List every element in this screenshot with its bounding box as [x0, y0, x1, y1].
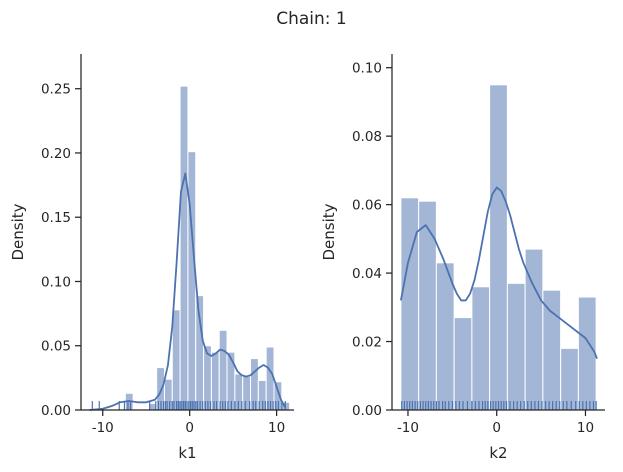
y-tick-label: 0.25 — [41, 82, 71, 98]
hist-bar — [265, 346, 275, 411]
y-tick-label: 0.06 — [352, 198, 382, 214]
kde-line — [89, 172, 287, 411]
hist-bar — [435, 262, 455, 411]
hist-bar — [218, 329, 228, 411]
hist-bar — [400, 197, 420, 411]
y-tick-label: 0.00 — [41, 403, 71, 419]
hist-bar — [187, 151, 197, 411]
x-tick-label: -10 — [92, 420, 114, 436]
y-tick-label: 0.08 — [352, 129, 382, 145]
y-tick-label: 0.05 — [41, 339, 71, 355]
hist-bar — [453, 317, 473, 411]
hist-bar — [560, 347, 579, 411]
x-tick-label: -10 — [397, 420, 419, 436]
x-tick-label: 10 — [268, 420, 285, 436]
x-tick-label: 0 — [492, 420, 501, 436]
y-tick-label: 0.02 — [352, 335, 382, 351]
kde-line — [399, 186, 598, 359]
y-tick-label: 0.00 — [352, 403, 382, 419]
x-tick-label: 0 — [185, 420, 194, 436]
hist-bar — [542, 289, 562, 411]
hist-bar — [179, 85, 189, 411]
hist-bar — [250, 358, 259, 411]
y-tick-label: 0.10 — [41, 274, 71, 290]
hist-bar — [506, 282, 526, 411]
x-axis-label: k1 — [178, 444, 196, 462]
chart-title: Chain: 1 — [276, 9, 347, 29]
hist-bar — [171, 309, 181, 411]
y-tick-label: 0.20 — [41, 146, 71, 162]
x-axis-label: k2 — [489, 444, 507, 462]
hist-bar — [577, 296, 597, 411]
hist-bar — [418, 200, 437, 411]
panel-k2: -10 0 10 0.00 0.02 0.04 0.06 0.08 0.10 k2 Density — [320, 54, 605, 462]
y-axis-label: Density — [320, 203, 338, 260]
y-axis-label: Density — [9, 203, 27, 260]
panel-k1: -10 0 10 0.00 0.05 0.10 0.15 0.20 0.25 k1 Density — [9, 54, 294, 462]
y-tick-label: 0.04 — [352, 266, 382, 282]
hist-bar — [210, 351, 220, 411]
hist-bar — [471, 286, 491, 411]
y-tick-label: 0.15 — [41, 210, 71, 226]
x-tick-label: 10 — [577, 420, 594, 436]
hist-bar — [489, 84, 508, 411]
y-tick-label: 0.10 — [352, 61, 382, 77]
